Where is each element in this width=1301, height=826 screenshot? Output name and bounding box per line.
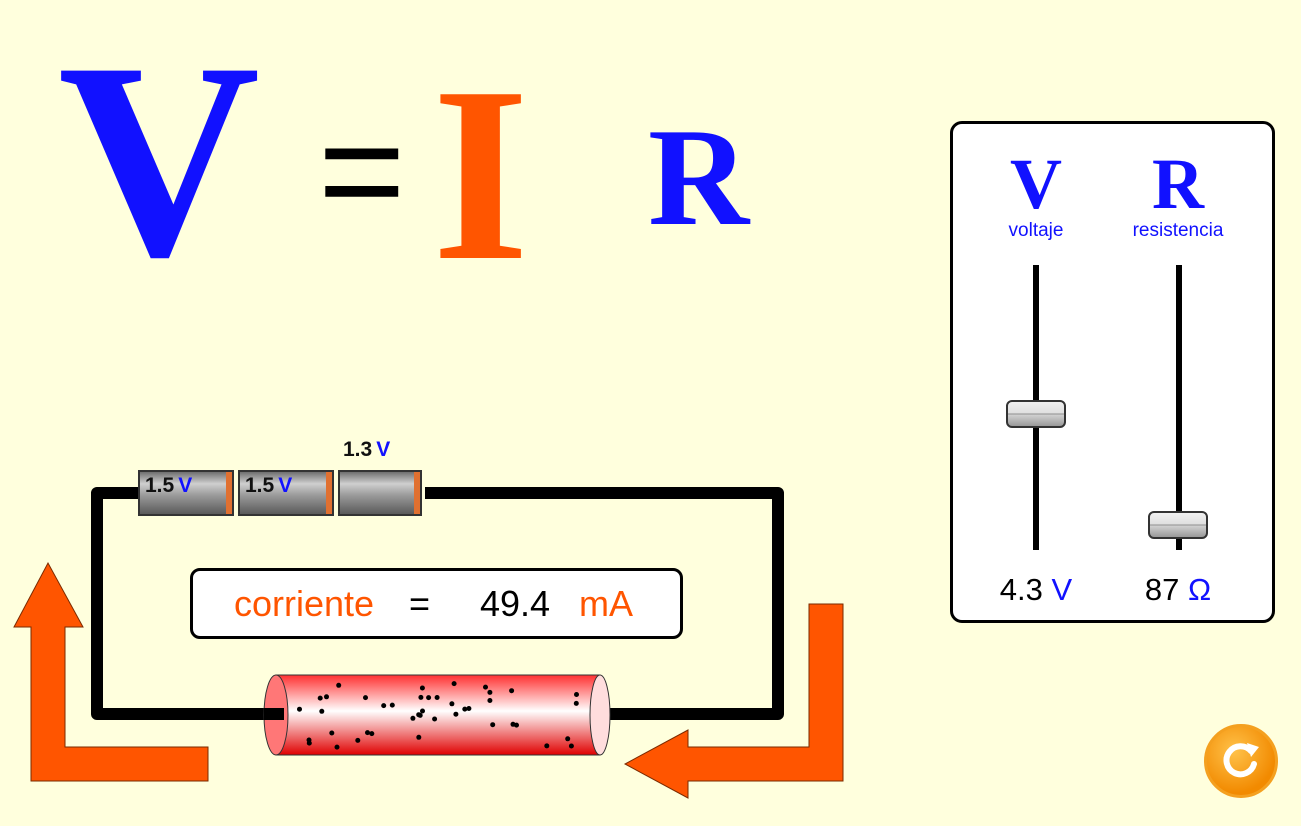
electron-dot [574, 692, 579, 697]
equation-i: I [432, 36, 530, 313]
electron-dot [544, 743, 550, 749]
equation-equals: = [318, 86, 406, 254]
current-equals: = [409, 583, 431, 624]
current-unit: mA [579, 583, 633, 624]
electron-dot [336, 682, 342, 688]
voltage-unit: V [1051, 572, 1073, 607]
electron-dot [381, 703, 387, 709]
electron-dot [419, 685, 425, 691]
resistor-electrons [297, 681, 579, 750]
electron-dot [420, 708, 425, 714]
electron-dot [317, 695, 323, 701]
electron-dot [565, 736, 571, 742]
electron-dot [363, 695, 368, 701]
voltage-value: 4.3 [999, 572, 1043, 607]
resistance-unit: Ω [1187, 572, 1212, 607]
electron-dot [334, 744, 340, 750]
battery-1: 1.5 V [138, 470, 234, 516]
electron-dot [365, 730, 370, 736]
electron-dot [416, 712, 422, 718]
electron-dot [449, 701, 455, 707]
battery-2-unit: V [278, 474, 293, 497]
electron-dot [509, 688, 515, 694]
electron-dot [329, 730, 335, 736]
voltage-value-display: 4.3 V [966, 572, 1106, 608]
battery-1-value: 1.5 [145, 474, 175, 497]
refresh-icon [1223, 743, 1259, 778]
electron-dot [319, 708, 325, 714]
resistance-letter: R [1152, 144, 1204, 224]
electron-dot [426, 695, 432, 701]
control-panel: V voltaje R resistencia 4.3 V 87 Ω [950, 121, 1275, 623]
current-value: 49.4 [480, 583, 551, 624]
voltage-label: voltaje [1008, 220, 1064, 241]
resistance-value-display: 87 Ω [1108, 572, 1248, 608]
electron-dot [466, 706, 472, 711]
circuit-wire [91, 487, 270, 720]
electron-dot [355, 737, 361, 743]
electron-dot [573, 700, 579, 706]
battery-3-unit: V [376, 438, 391, 461]
electron-dot [487, 698, 493, 703]
electron-dot [490, 722, 496, 728]
electron-dot [487, 689, 493, 695]
circuit-wire-right [425, 487, 784, 720]
electron-dot [324, 694, 329, 700]
resistance-label: resistencia [1132, 220, 1224, 241]
battery-2-value: 1.5 [245, 474, 275, 497]
electron-dot [434, 695, 440, 700]
electron-dot [453, 711, 459, 717]
electron-dot [568, 743, 574, 749]
voltage-slider-thumb[interactable] [1006, 400, 1066, 428]
electron-dot [297, 706, 302, 712]
current-arrow-left [13, 561, 209, 782]
reset-button[interactable] [1204, 724, 1278, 798]
voltage-letter: V [1010, 144, 1062, 224]
electron-dot [510, 721, 516, 727]
battery-2: 1.5 V [238, 470, 334, 516]
resistance-slider-thumb[interactable] [1148, 511, 1208, 539]
electron-dot [483, 684, 488, 690]
battery-3-value: 1.3 [343, 438, 373, 461]
electron-dot [306, 740, 312, 746]
electron-dot [432, 716, 438, 722]
resistor [263, 674, 611, 756]
electron-dot [462, 706, 468, 712]
resistance-value: 87 [1144, 572, 1180, 607]
electron-dot [410, 715, 416, 721]
electron-dot [418, 694, 424, 700]
battery-3-label: 1.3 V [343, 438, 390, 462]
current-arrow-right [623, 603, 844, 799]
equation-r: R [648, 100, 750, 255]
electron-dot [416, 734, 422, 740]
electron-dot [389, 702, 395, 708]
resistance-slider-track[interactable] [1176, 265, 1182, 550]
electron-dot [369, 731, 375, 737]
equation-v: V [58, 4, 261, 315]
battery-1-unit: V [178, 474, 193, 497]
current-label: corriente [234, 583, 375, 624]
electron-dot [451, 681, 457, 687]
current-readout: corriente = 49.4 mA [190, 568, 683, 639]
battery-3 [338, 470, 422, 516]
